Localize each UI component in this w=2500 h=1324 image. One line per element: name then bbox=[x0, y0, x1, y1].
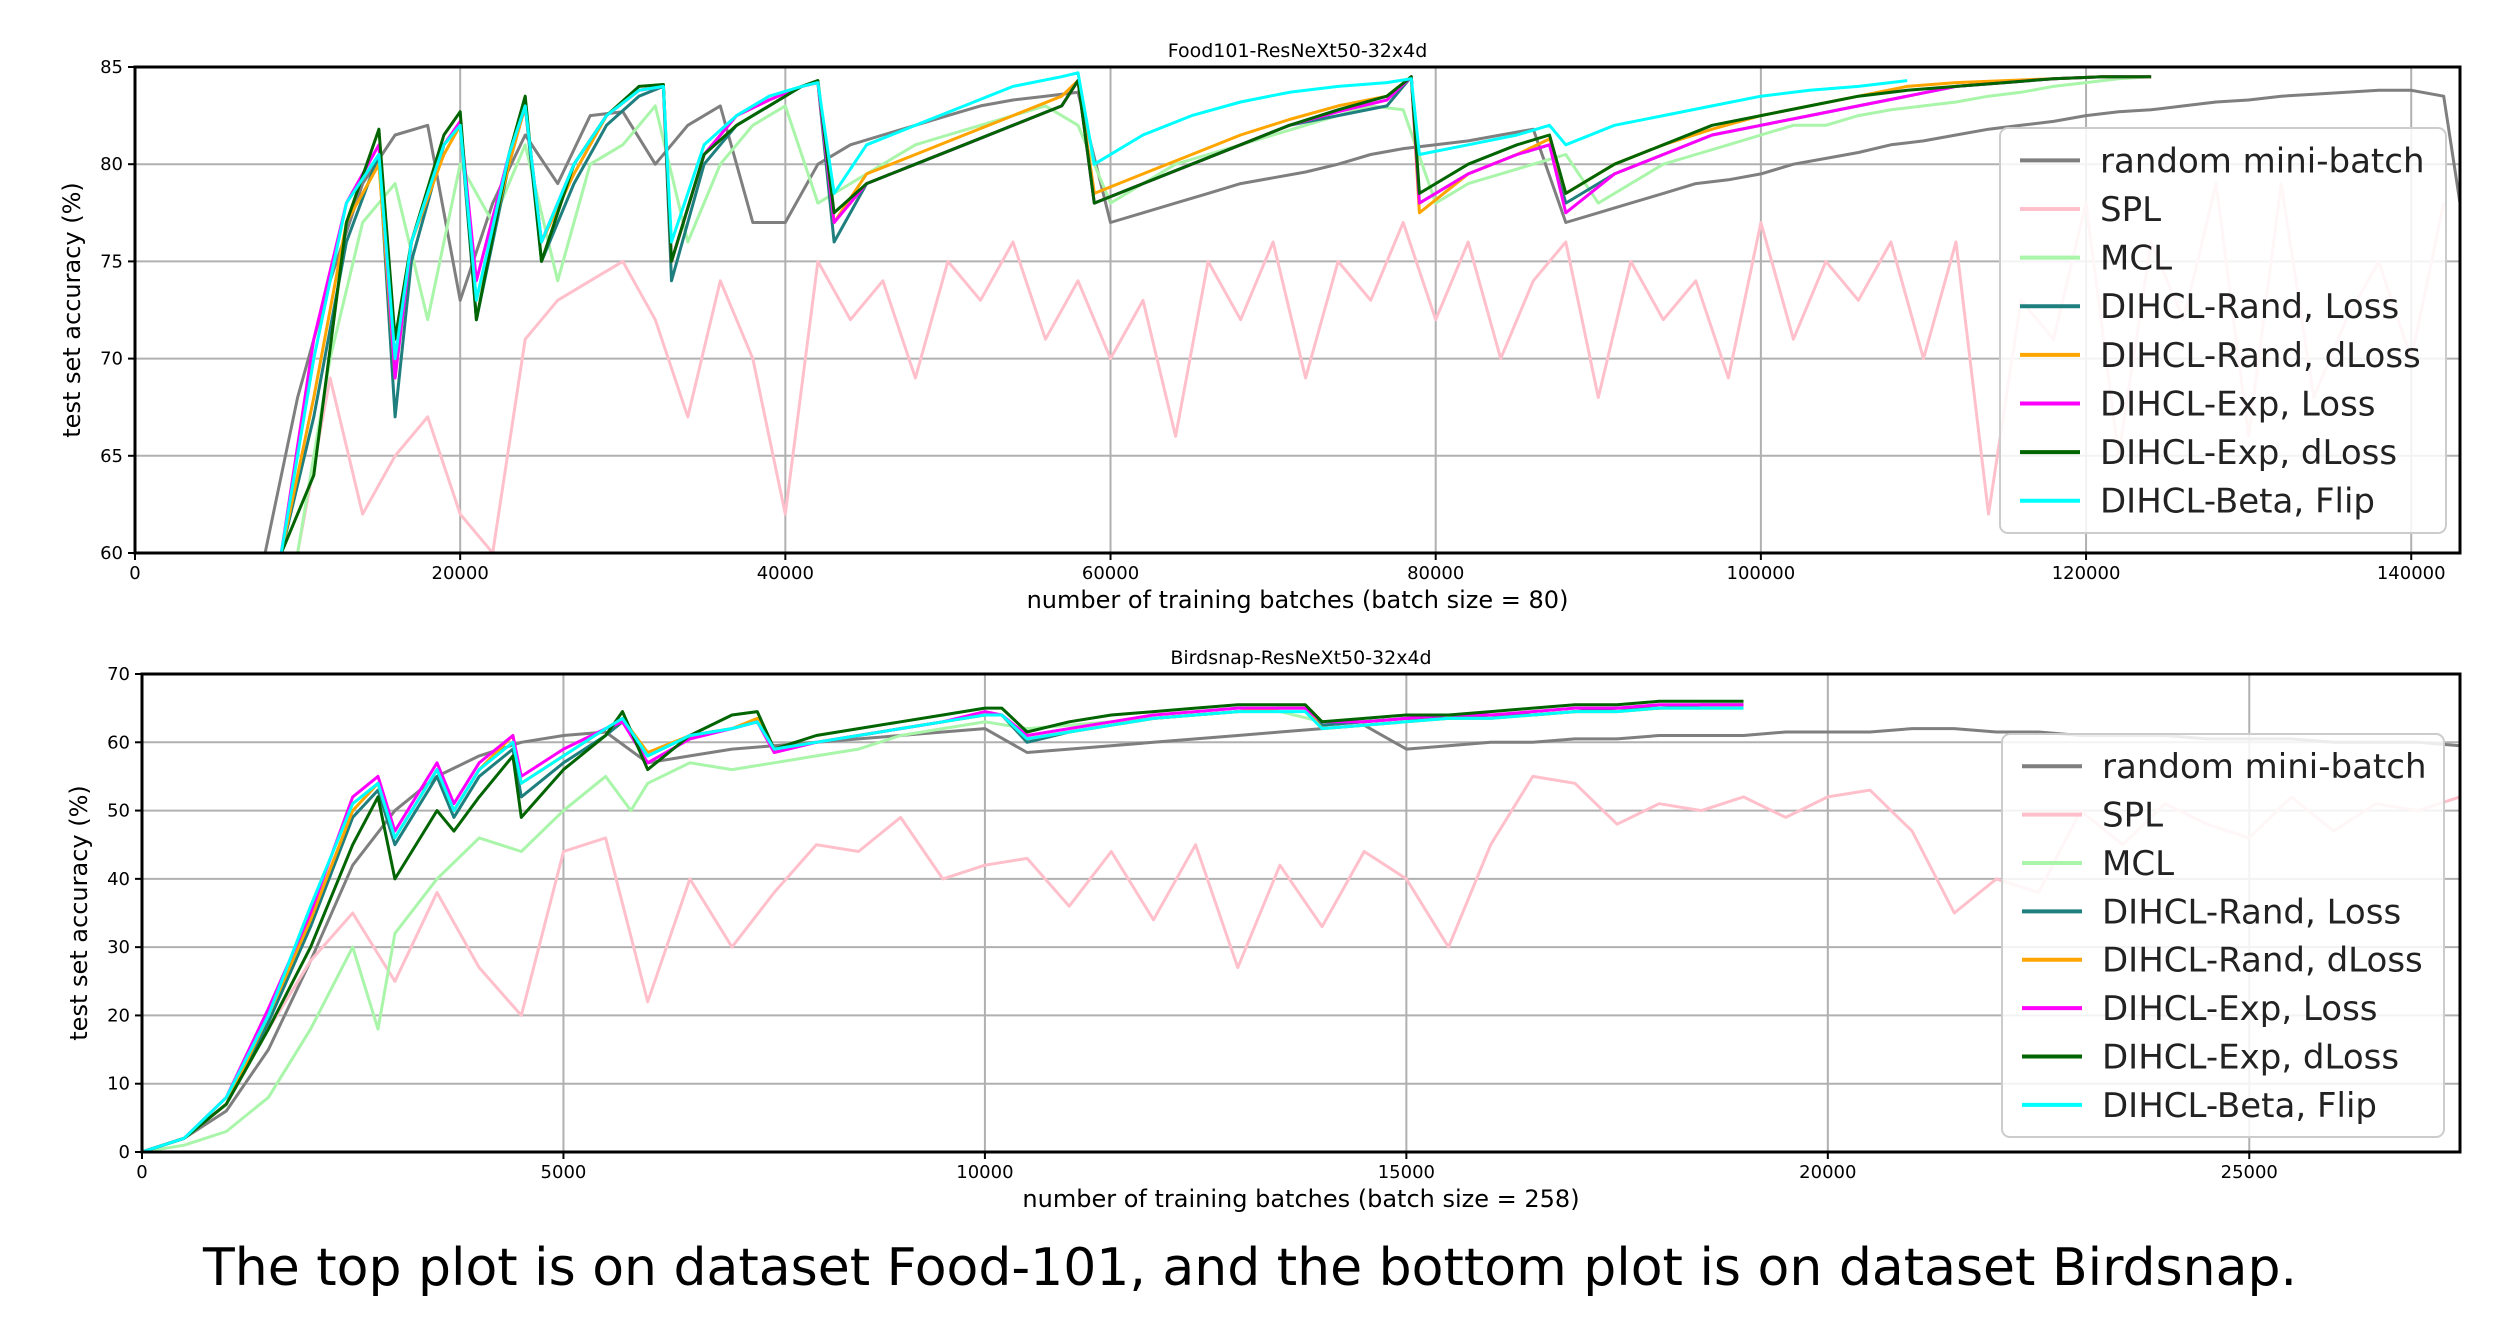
legend-label: DIHCL-Rand, dLoss bbox=[2100, 336, 2421, 376]
series-line-dihcl-beta-flip bbox=[142, 706, 1744, 1152]
series-line-dihcl-beta-flip bbox=[279, 71, 1908, 553]
y-tick-label: 50 bbox=[107, 801, 130, 822]
y-tick-label: 10 bbox=[107, 1074, 130, 1095]
legend-label: random mini-batch bbox=[2102, 747, 2427, 787]
series-group bbox=[263, 71, 2460, 553]
x-tick-label: 60000 bbox=[1082, 563, 1139, 584]
legend-label: DIHCL-Beta, Flip bbox=[2100, 482, 2375, 522]
y-tick-label: 40 bbox=[107, 869, 130, 890]
y-tick-label: 30 bbox=[107, 937, 130, 958]
axes-frame bbox=[133, 65, 2462, 555]
legend-label: DIHCL-Exp, Loss bbox=[2102, 989, 2378, 1029]
legend-label: DIHCL-Rand, Loss bbox=[2102, 892, 2401, 932]
x-tick-label: 0 bbox=[129, 563, 140, 584]
legend-label: SPL bbox=[2102, 796, 2163, 836]
x-tick-label: 120000 bbox=[2052, 563, 2121, 584]
x-tick-label: 40000 bbox=[757, 563, 814, 584]
y-tick-label: 70 bbox=[107, 664, 130, 685]
x-tick-label: 20000 bbox=[1799, 1162, 1856, 1183]
birdsnap-chart: 0 5000 10000 15000 20000 25000 0 10 20 30 40 50 60 70… bbox=[65, 647, 2462, 1213]
legend-label: DIHCL-Exp, Loss bbox=[2100, 384, 2376, 424]
y-tick-label: 65 bbox=[100, 446, 123, 467]
y-tick-label: 0 bbox=[119, 1142, 130, 1163]
y-axis-label: test set accuracy (%) bbox=[58, 182, 86, 437]
chart-title: Food101-ResNeXt50-32x4d bbox=[1168, 40, 1428, 62]
y-tick-label: 70 bbox=[100, 349, 123, 370]
y-tick-label: 75 bbox=[100, 251, 123, 272]
legend: random mini-batch SPL MCL DIHCL-Rand, Loss D… bbox=[2001, 733, 2445, 1138]
caption: The top plot is on dataset Food-101, and… bbox=[202, 1238, 2297, 1298]
legend-label: DIHCL-Rand, Loss bbox=[2100, 287, 2399, 327]
legend-label: DIHCL-Exp, dLoss bbox=[2102, 1037, 2399, 1077]
legend-label: MCL bbox=[2102, 844, 2174, 884]
legend-label: SPL bbox=[2100, 190, 2161, 230]
chart-title: Birdsnap-ResNeXt50-32x4d bbox=[1170, 647, 1431, 669]
x-axis-label: number of training batches (batch size =… bbox=[1027, 586, 1569, 614]
x-tick-label: 25000 bbox=[2221, 1162, 2278, 1183]
legend-label: DIHCL-Beta, Flip bbox=[2102, 1086, 2377, 1126]
legend-label: MCL bbox=[2100, 239, 2172, 279]
legend-box bbox=[2001, 733, 2445, 1138]
x-tick-label: 10000 bbox=[956, 1162, 1013, 1183]
y-tick-label: 80 bbox=[100, 154, 123, 175]
y-tick-label: 85 bbox=[100, 57, 123, 78]
legend-box bbox=[1999, 127, 2447, 534]
x-axis-label: number of training batches (batch size =… bbox=[1022, 1185, 1579, 1213]
legend: random mini-batch SPL MCL DIHCL-Rand, Loss D… bbox=[1999, 127, 2447, 534]
x-tick-label: 100000 bbox=[1727, 563, 1796, 584]
y-tick-label: 20 bbox=[107, 1005, 130, 1026]
x-tick-label: 140000 bbox=[2377, 563, 2446, 584]
x-tick-label: 15000 bbox=[1378, 1162, 1435, 1183]
y-axis-label: test set accuracy (%) bbox=[65, 785, 93, 1040]
x-tick-label: 0 bbox=[136, 1162, 147, 1183]
axes-frame bbox=[140, 672, 2462, 1154]
legend-label: DIHCL-Rand, dLoss bbox=[2102, 941, 2423, 981]
x-tick-label: 80000 bbox=[1407, 563, 1464, 584]
legend-label: random mini-batch bbox=[2100, 141, 2425, 181]
food101-chart: 0 20000 40000 60000 80000 100000 120000 140000 6… bbox=[58, 40, 2462, 614]
y-tick-label: 60 bbox=[107, 732, 130, 753]
x-tick-label: 20000 bbox=[432, 563, 489, 584]
series-line-dihcl-exp-dloss bbox=[142, 699, 1744, 1152]
series-line-random-mini-batch bbox=[263, 88, 2460, 553]
x-tick-label: 5000 bbox=[541, 1162, 587, 1183]
y-tick-label: 60 bbox=[100, 543, 123, 564]
legend-label: DIHCL-Exp, dLoss bbox=[2100, 433, 2397, 473]
